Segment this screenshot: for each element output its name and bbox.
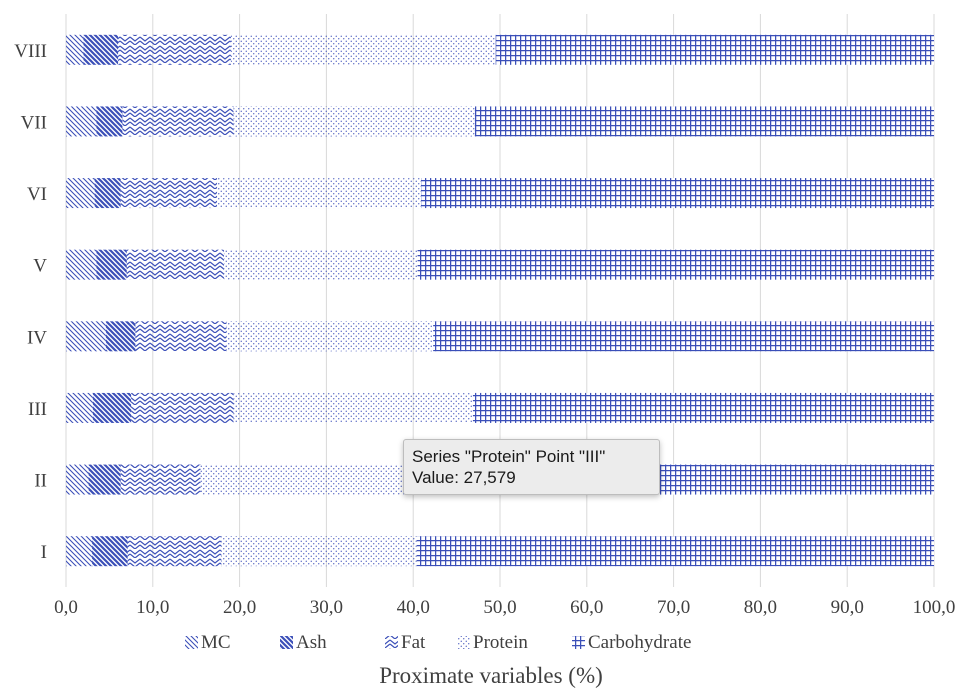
bar-fat-v[interactable] xyxy=(126,249,224,280)
bar-mc-iv[interactable] xyxy=(66,321,106,352)
y-tick-label: II xyxy=(34,471,47,492)
y-tick-label: VI xyxy=(27,184,47,205)
x-tick-label: 50,0 xyxy=(483,597,516,618)
bar-mc-v[interactable] xyxy=(66,249,97,280)
bar-mc-vii[interactable] xyxy=(66,106,97,137)
legend-label: Ash xyxy=(296,632,327,653)
legend-swatch xyxy=(280,636,293,649)
y-tick-label: III xyxy=(28,399,47,420)
legend-item-ash[interactable]: Ash xyxy=(280,632,327,653)
bar-ash-iii[interactable] xyxy=(92,392,132,423)
bar-carbohydrate-iv[interactable] xyxy=(433,321,934,352)
x-tick-label: 80,0 xyxy=(744,597,777,618)
bar-mc-viii[interactable] xyxy=(66,34,84,65)
bar-fat-vi[interactable] xyxy=(120,178,218,209)
legend-swatch xyxy=(385,636,398,649)
x-tick-label: 60,0 xyxy=(570,597,603,618)
bar-protein-iii[interactable] xyxy=(233,392,473,423)
tooltip-value: Value: 27,579 xyxy=(412,468,516,487)
legend-item-protein[interactable]: Protein xyxy=(457,632,528,653)
bar-fat-vii[interactable] xyxy=(122,106,234,137)
legend-item-carbohydrate[interactable]: Carbohydrate xyxy=(572,632,691,653)
legend-item-mc[interactable]: MC xyxy=(185,632,231,653)
legend-item-fat[interactable]: Fat xyxy=(385,632,426,653)
y-tick-label: V xyxy=(33,256,47,277)
bar-protein-v[interactable] xyxy=(223,249,418,280)
x-tick-label: 70,0 xyxy=(657,597,690,618)
x-tick-label: 20,0 xyxy=(223,597,256,618)
bar-carbohydrate-viii[interactable] xyxy=(495,34,934,65)
bar-fat-iii[interactable] xyxy=(131,392,234,423)
legend-label: MC xyxy=(201,632,231,653)
bar-carbohydrate-vii[interactable] xyxy=(474,106,934,137)
bar-ash-i[interactable] xyxy=(92,536,128,567)
legend-swatch xyxy=(457,636,470,649)
y-tick-label: IV xyxy=(27,327,47,348)
tooltip-series-point: Series "Protein" Point "III" xyxy=(412,447,606,466)
data-tooltip: Series "Protein" Point "III" Value: 27,5… xyxy=(403,439,660,495)
bar-ash-iv[interactable] xyxy=(105,321,136,352)
bar-carbohydrate-i[interactable] xyxy=(416,536,934,567)
bar-ash-vi[interactable] xyxy=(94,178,121,209)
legend-swatch xyxy=(572,636,585,649)
bar-carbohydrate-v[interactable] xyxy=(417,249,934,280)
x-tick-label: 100,0 xyxy=(913,597,956,618)
y-tick-label: VII xyxy=(21,112,47,133)
bar-fat-ii[interactable] xyxy=(120,464,201,495)
bar-mc-vi[interactable] xyxy=(66,178,95,209)
y-tick-label: VIII xyxy=(14,41,47,62)
bar-carbohydrate-iii[interactable] xyxy=(472,392,934,423)
legend-label: Protein xyxy=(473,632,528,653)
y-tick-label: I xyxy=(41,542,47,563)
bar-mc-i[interactable] xyxy=(66,536,93,567)
bar-ash-ii[interactable] xyxy=(88,464,121,495)
bar-fat-i[interactable] xyxy=(127,536,222,567)
bar-protein-viii[interactable] xyxy=(230,34,496,65)
bar-carbohydrate-vi[interactable] xyxy=(421,178,935,209)
legend-label: Fat xyxy=(401,632,426,653)
legend-label: Carbohydrate xyxy=(588,632,691,653)
x-tick-label: 0,0 xyxy=(54,597,78,618)
bar-fat-iv[interactable] xyxy=(135,321,227,352)
legend-swatch xyxy=(185,636,198,649)
x-tick-label: 30,0 xyxy=(310,597,343,618)
x-tick-label: 90,0 xyxy=(831,597,864,618)
x-tick-label: 40,0 xyxy=(397,597,430,618)
x-axis-title: Proximate variables (%) xyxy=(379,663,603,688)
bar-protein-ii[interactable] xyxy=(200,464,405,495)
bar-protein-iv[interactable] xyxy=(226,321,434,352)
bar-protein-vii[interactable] xyxy=(233,106,475,137)
bar-ash-vii[interactable] xyxy=(96,106,123,137)
bar-protein-vi[interactable] xyxy=(217,178,422,209)
bar-ash-viii[interactable] xyxy=(83,34,119,65)
bar-mc-iii[interactable] xyxy=(66,392,93,423)
bar-fat-viii[interactable] xyxy=(118,34,231,65)
x-tick-label: 10,0 xyxy=(136,597,169,618)
bar-mc-ii[interactable] xyxy=(66,464,89,495)
bar-ash-v[interactable] xyxy=(96,249,127,280)
bar-protein-i[interactable] xyxy=(221,536,417,567)
